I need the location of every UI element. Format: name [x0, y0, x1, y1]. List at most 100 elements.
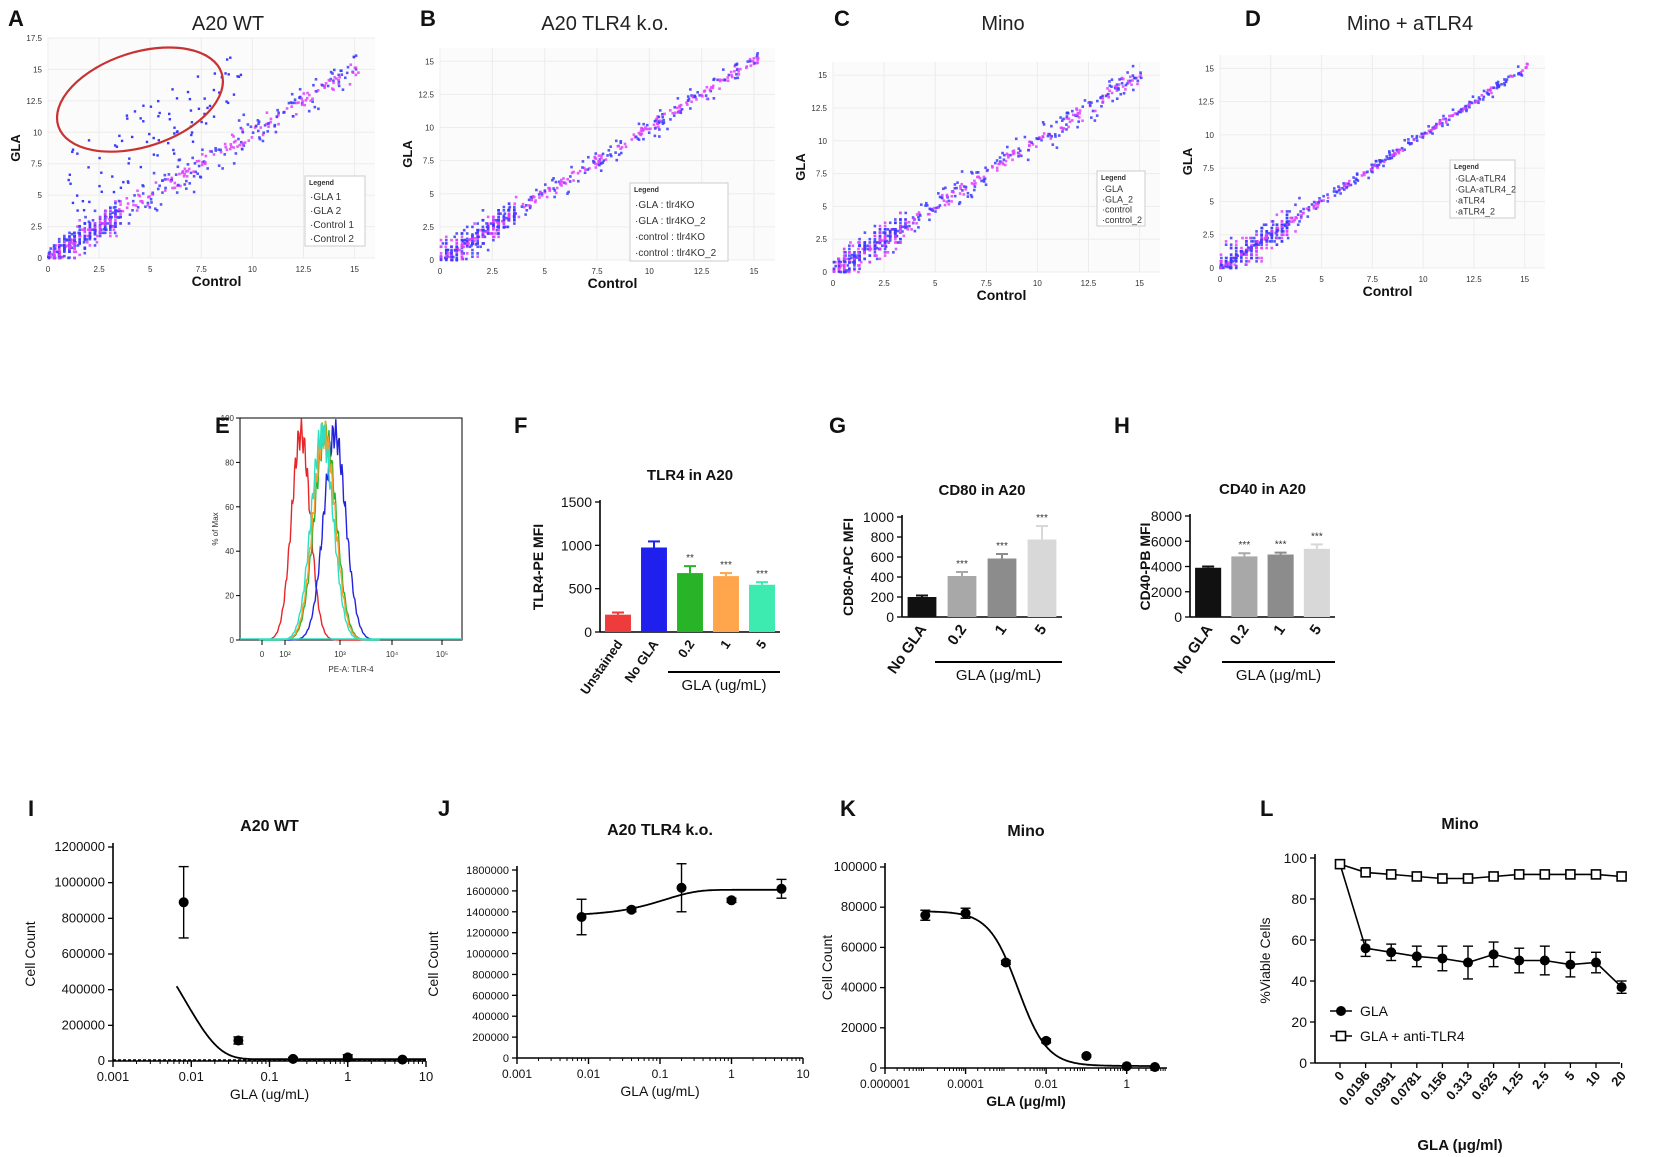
control-point [1376, 165, 1379, 169]
gla-point [63, 247, 66, 250]
control-point [247, 139, 251, 142]
control-point [119, 203, 122, 206]
gla-outlier-point [173, 126, 176, 129]
bar-5 [1303, 548, 1330, 617]
control-point [109, 220, 112, 224]
control-point [883, 243, 887, 246]
gla-point [1060, 119, 1064, 122]
control-point [1317, 203, 1320, 206]
gla-outlier-point [126, 117, 129, 120]
control-point [134, 204, 138, 207]
control-point [755, 61, 759, 65]
control-point [241, 128, 244, 131]
control-point [1115, 89, 1119, 92]
gla-point [960, 170, 964, 173]
control-point [1128, 81, 1131, 84]
control-point [656, 122, 659, 126]
control-point [1245, 263, 1248, 266]
control-point [338, 75, 341, 79]
control-point [861, 247, 865, 251]
control-point [959, 184, 962, 188]
control-point [104, 209, 107, 213]
legend-entry: ·GLA-aTLR4 [1455, 174, 1506, 184]
gla-outlier-point [112, 190, 116, 194]
control-point [86, 234, 90, 238]
control-point [1280, 233, 1284, 237]
gla-outlier-point [152, 153, 156, 156]
gla-point [127, 222, 131, 225]
gla-point [676, 97, 680, 100]
gla-point [1065, 111, 1069, 115]
gla-point [1504, 80, 1508, 84]
x-tick-label: 5 [1319, 275, 1324, 284]
gla-point [1037, 137, 1041, 141]
gla-point [1224, 260, 1228, 263]
gla-point [234, 152, 238, 155]
gla-point [619, 141, 623, 145]
gla-point [1285, 210, 1289, 213]
gla-point [287, 101, 291, 105]
control-point [1397, 149, 1400, 153]
gla-point [734, 63, 737, 67]
gla-point [1226, 265, 1230, 269]
gla-point [254, 124, 258, 128]
y-axis-label: GLA [400, 140, 415, 168]
control-point [1275, 236, 1279, 240]
gla-point [1299, 210, 1302, 213]
gla-point [185, 179, 188, 183]
x-axis-label: GLA (ug/mL) [620, 1083, 699, 1099]
control-point [1001, 161, 1004, 164]
gla-point [1115, 97, 1119, 100]
control-point [1462, 107, 1465, 110]
control-point [306, 91, 309, 95]
gla-point [492, 238, 495, 242]
bar-No GLA [1195, 567, 1222, 617]
gla-outlier-point [175, 97, 179, 100]
gla-point [1486, 92, 1489, 95]
gla-point [1318, 197, 1321, 200]
gla-point [883, 247, 887, 251]
control-point [894, 234, 897, 238]
gla-point [853, 254, 856, 258]
gla-point [1429, 130, 1432, 134]
x-tick-label: 0 [1331, 1068, 1347, 1083]
gla-point [735, 72, 738, 76]
gla-point [183, 183, 187, 186]
control-point [1124, 88, 1127, 91]
control-point [476, 237, 479, 240]
gla-point [868, 237, 872, 241]
gla-point [1517, 72, 1520, 76]
control-point [1275, 213, 1279, 217]
gla-outlier-point [189, 109, 193, 112]
x-tick-label: 1 [344, 1069, 351, 1084]
control-point [1126, 79, 1130, 83]
gla-point [451, 255, 455, 259]
control-point [486, 215, 490, 219]
gla-point [63, 249, 66, 253]
gla-point [239, 126, 243, 130]
gla-point [891, 228, 894, 231]
data-point-gla [1411, 951, 1422, 962]
control-point [473, 239, 476, 243]
control-point [114, 200, 117, 203]
control-point [1300, 213, 1303, 217]
gla-point [581, 166, 584, 169]
data-point-gla-anti-tlr4 [1539, 869, 1551, 880]
gla-point [598, 163, 601, 167]
legend-entry: ·GLA : tlr4KO_2 [635, 216, 706, 227]
gla-point [68, 238, 71, 241]
gla-point [858, 244, 861, 248]
gla-point [913, 229, 917, 233]
gla-point [1275, 223, 1279, 227]
control-point [1280, 220, 1284, 223]
x-tick-label: 10 [248, 265, 257, 274]
gla-point [904, 211, 908, 215]
control-point [439, 255, 443, 259]
gla-point [846, 264, 850, 267]
gla-point [1118, 78, 1121, 81]
gla-point [1050, 135, 1053, 138]
control-point [690, 100, 693, 104]
gla-point [1139, 71, 1142, 74]
control-point [1285, 230, 1289, 233]
control-point [711, 86, 715, 90]
